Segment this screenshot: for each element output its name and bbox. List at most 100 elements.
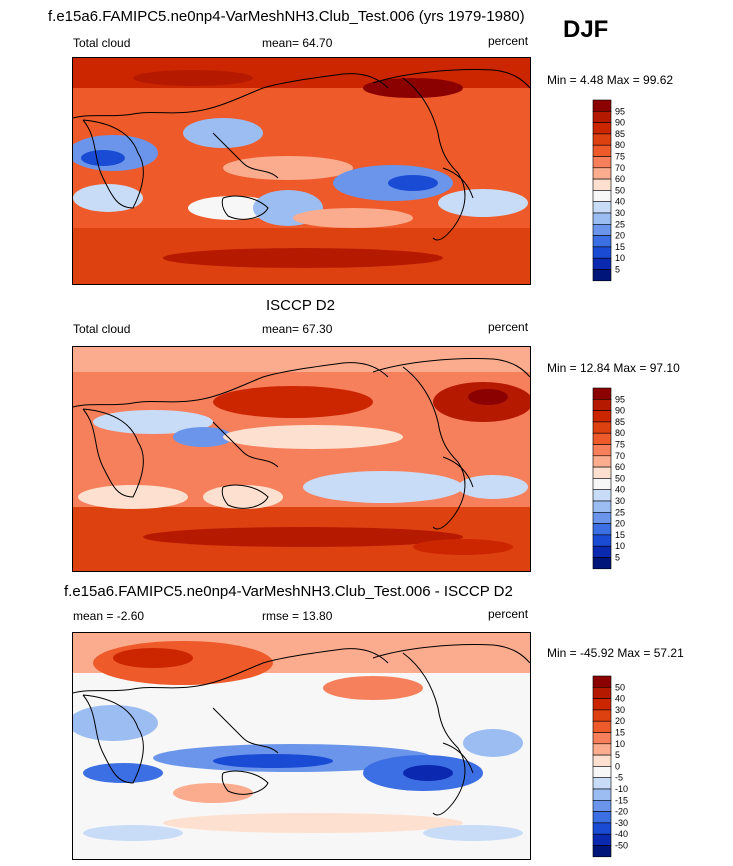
colorbar-swatch: [592, 777, 612, 790]
colorbar-tick-label: 30: [615, 705, 625, 715]
colorbar-tick-label: 70: [615, 451, 625, 461]
season-label: DJF: [563, 16, 609, 43]
colorbar-tick-label: -50: [615, 841, 628, 851]
colorbar-tick-label: 15: [615, 728, 625, 738]
colorbar-swatch: [592, 788, 612, 801]
colorbar-swatch: [592, 399, 612, 411]
colorbar-swatch: [592, 478, 612, 491]
colorbar-tick-label: 85: [615, 129, 625, 139]
colorbar-swatch: [592, 754, 612, 767]
colorbar-swatch: [592, 845, 612, 858]
colorbar-swatch: [592, 455, 612, 468]
colorbar-swatch: [592, 800, 612, 812]
colorbar-tick-label: 25: [615, 219, 625, 229]
colorbar-tick-label: 20: [615, 231, 625, 241]
colorbar-tick-label: 75: [615, 152, 625, 162]
colorbar-swatch: [592, 743, 612, 756]
panel3-minmax: Min = -45.92 Max = 57.21: [547, 646, 684, 660]
colorbar-swatch: [592, 269, 612, 282]
colorbar-swatch: [592, 133, 612, 146]
colorbar-swatch: [592, 687, 612, 699]
colorbar-tick-label: 10: [615, 739, 625, 749]
colorbar-swatch: [592, 766, 612, 779]
colorbar-tick-label: -5: [615, 773, 623, 783]
colorbar-tick-label: -30: [615, 818, 628, 828]
colorbar-swatch: [592, 111, 612, 123]
colorbar-tick-label: 75: [615, 440, 625, 450]
colorbar-swatch: [592, 212, 612, 225]
colorbar-swatch: [592, 444, 612, 457]
colorbar-tick-label: 5: [615, 553, 620, 563]
colorbar-swatch: [592, 720, 612, 733]
colorbar-swatch: [592, 167, 612, 180]
panel1-title: f.e15a6.FAMIPC5.ne0np4-VarMeshNH3.Club_T…: [48, 8, 525, 25]
colorbar-tick-label: 0: [615, 761, 620, 771]
panel1-mean-label: mean= 64.70: [262, 36, 333, 50]
panel3-map: [72, 632, 531, 860]
colorbar-swatch: [592, 410, 612, 423]
colorbar-swatch: [592, 201, 612, 214]
panel1-left-label: Total cloud: [73, 36, 131, 50]
colorbar-swatch: [592, 811, 612, 824]
colorbar-tick-label: -40: [615, 829, 628, 839]
colorbar-tick-label: 15: [615, 242, 625, 252]
colorbar-tick-label: 25: [615, 507, 625, 517]
panel1-units-label: percent: [488, 34, 529, 48]
colorbar-tick-label: 20: [615, 716, 625, 726]
panel1-colorbar: 95 90 85 80 75 70 60 50 40 30 25 20 15 10 5: [592, 99, 632, 284]
colorbar-swatch: [592, 732, 612, 745]
colorbar-swatch: [592, 190, 612, 203]
colorbar-tick-label: 10: [615, 253, 625, 263]
colorbar-swatch: [592, 698, 612, 711]
panel2-map-field: [73, 347, 530, 571]
panel3-mean-label: mean = -2.60: [73, 609, 145, 623]
panel2-units-label: percent: [488, 320, 529, 334]
panel3-title: f.e15a6.FAMIPC5.ne0np4-VarMeshNH3.Club_T…: [64, 583, 513, 600]
colorbar-tick-label: 5: [615, 265, 620, 275]
colorbar-tick-label: 90: [615, 406, 625, 416]
panel3-map-field: [73, 633, 530, 859]
panel3-rmse-label: rmse = 13.80: [262, 609, 333, 623]
colorbar-swatch: [592, 523, 612, 536]
colorbar-tick-label: 80: [615, 428, 625, 438]
colorbar-swatch: [592, 675, 612, 688]
colorbar-swatch: [592, 534, 612, 547]
colorbar-tick-label: 40: [615, 694, 625, 704]
colorbar-tick-label: -20: [615, 807, 628, 817]
panel2-mean-label: mean= 67.30: [262, 322, 333, 336]
colorbar-swatch: [592, 257, 612, 270]
colorbar-tick-label: 50: [615, 473, 625, 483]
colorbar-swatch: [592, 387, 612, 400]
colorbar-swatch: [592, 144, 612, 157]
panel1-minmax: Min = 4.48 Max = 99.62: [547, 73, 674, 87]
panel2-map: [72, 346, 531, 572]
colorbar-tick-label: 95: [615, 106, 625, 116]
colorbar-tick-label: 15: [615, 530, 625, 540]
colorbar-tick-label: 20: [615, 519, 625, 529]
colorbar-tick-label: 50: [615, 185, 625, 195]
colorbar-tick-label: 50: [615, 682, 625, 692]
colorbar-swatch: [592, 466, 612, 479]
colorbar-swatch: [592, 822, 612, 835]
panel2-left-label: Total cloud: [73, 322, 131, 336]
panel3-units-label: percent: [488, 607, 529, 621]
panel1-map: [72, 57, 531, 285]
panel3-colorbar: 50 40 30 20 15 10 5 0 -5 -10 -15 -20 -30 -40 -50: [592, 675, 632, 860]
colorbar-swatch: [592, 545, 612, 558]
colorbar-tick-label: 95: [615, 394, 625, 404]
panel2-title: ISCCP D2: [266, 297, 335, 314]
colorbar-swatch: [592, 421, 612, 434]
colorbar-tick-label: 10: [615, 541, 625, 551]
colorbar-swatch: [592, 833, 612, 846]
colorbar-tick-label: 60: [615, 462, 625, 472]
panel1-map-field: [73, 58, 530, 284]
colorbar-tick-label: 80: [615, 140, 625, 150]
colorbar-swatch: [592, 709, 612, 722]
colorbar-tick-label: 85: [615, 417, 625, 427]
colorbar-swatch: [592, 156, 612, 169]
colorbar-swatch: [592, 246, 612, 259]
colorbar-swatch: [592, 489, 612, 502]
colorbar-swatch: [592, 557, 612, 570]
